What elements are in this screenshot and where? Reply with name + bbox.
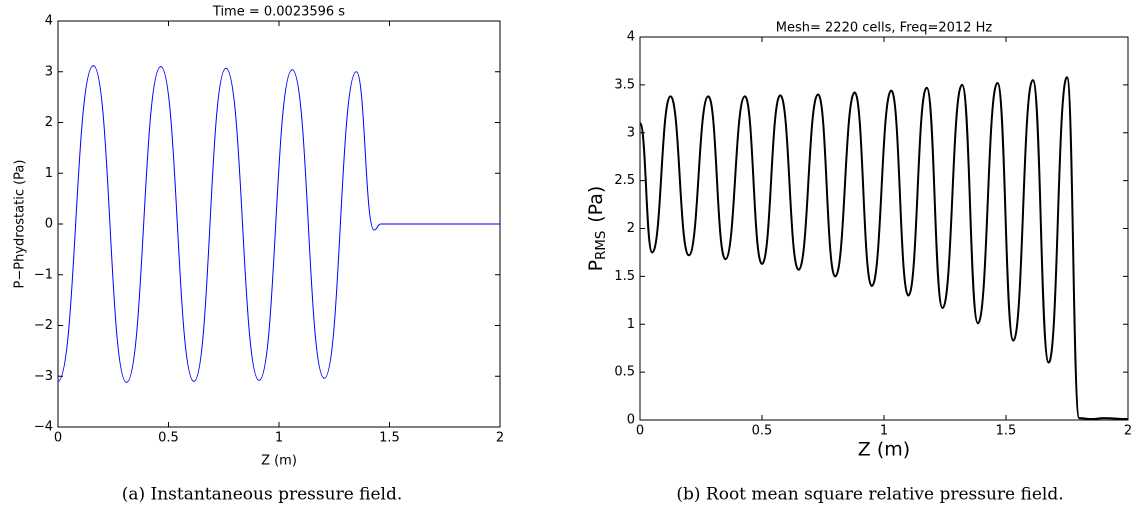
x-tick-label: 1 (880, 424, 888, 439)
y-tick-label: 0.5 (614, 365, 635, 380)
y-tick-label: 1.5 (614, 269, 635, 284)
y-tick-label: −2 (34, 318, 53, 333)
y-tick-label: 4 (45, 14, 53, 29)
y-tick-label: −4 (34, 420, 53, 435)
x-tick-label: 0.5 (752, 424, 773, 439)
chart-title: Time = 0.0023596 s (212, 5, 345, 20)
y-tick-label: 0 (45, 217, 53, 232)
caption: (a) Instantaneous pressure field. (122, 485, 403, 505)
series-line (57, 65, 500, 383)
x-axis-label: Z (m) (261, 454, 297, 469)
y-tick-label: 3.5 (614, 77, 635, 92)
x-tick-label: 0.5 (158, 431, 179, 446)
y-tick-label: −1 (34, 267, 53, 282)
x-tick-label: 1.5 (379, 431, 400, 446)
plot-area (639, 36, 1129, 421)
y-axis-label: P−Phydrostatic (Pa) (13, 160, 28, 289)
y-tick-label: 0 (627, 413, 635, 428)
x-tick-label: 2 (496, 431, 504, 446)
series-line (639, 76, 1129, 421)
y-tick-label: 3 (45, 64, 53, 79)
x-tick-label: 2 (1124, 424, 1132, 439)
chart-title: Mesh= 2220 cells, Freq=2012 Hz (776, 21, 993, 36)
y-axis-label-main: P (585, 260, 607, 271)
y-tick-label: 3 (627, 125, 635, 140)
x-tick-label: 1.5 (996, 424, 1017, 439)
y-axis-label-unit: (Pa) (585, 186, 607, 223)
x-tick-label: 0 (636, 424, 644, 439)
y-tick-label: 2 (627, 221, 635, 236)
y-tick-label: 2.5 (614, 173, 635, 188)
x-tick-label: 0 (54, 431, 62, 446)
y-tick-label: 1 (627, 317, 635, 332)
caption: (b) Root mean square relative pressure f… (676, 485, 1063, 505)
x-tick-label: 1 (275, 431, 283, 446)
y-tick-label: 2 (45, 115, 53, 130)
y-tick-label: 4 (627, 30, 635, 45)
x-axis-label: Z (m) (858, 439, 910, 461)
y-axis-label: PRMS (Pa) (585, 186, 610, 272)
y-tick-label: −3 (34, 369, 53, 384)
y-tick-label: 1 (45, 166, 53, 181)
y-axis-label-sub: RMS (594, 231, 609, 260)
